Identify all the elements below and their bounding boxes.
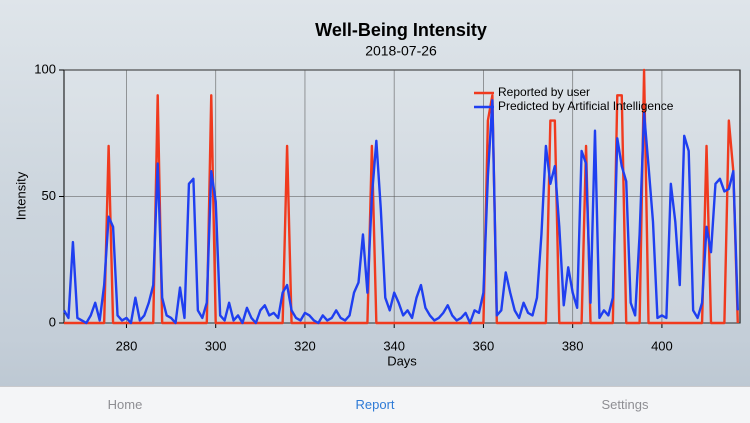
series-line xyxy=(62,99,739,325)
x-tick-label: 380 xyxy=(562,338,584,353)
y-tick-label: 0 xyxy=(49,314,56,329)
y-tick-label: 50 xyxy=(42,188,56,203)
x-axis-label: Days xyxy=(387,353,417,368)
tab-item[interactable]: Report xyxy=(355,397,395,412)
y-tick-label: 100 xyxy=(34,61,56,76)
y-axis-label: Intensity xyxy=(13,171,28,220)
x-tick-label: 280 xyxy=(116,338,138,353)
chart-title: Well-Being Intensity xyxy=(315,20,487,40)
tab-bar: Home Report Settings xyxy=(0,386,750,423)
chart: Well-Being Intensity 2018-07-26 Days Int… xyxy=(13,20,741,368)
legend-label: Predicted by Artificial Intelligence xyxy=(498,99,674,113)
x-tick-label: 300 xyxy=(205,338,227,353)
x-tick-label: 340 xyxy=(383,338,405,353)
x-tick-label: 320 xyxy=(294,338,316,353)
chart-subtitle: 2018-07-26 xyxy=(365,43,437,59)
x-tick-label: 360 xyxy=(473,338,495,353)
legend-label: Reported by user xyxy=(498,85,590,99)
tab-item[interactable]: Home xyxy=(107,397,143,412)
tab-item[interactable]: Settings xyxy=(601,397,649,412)
x-tick-label: 400 xyxy=(651,338,673,353)
